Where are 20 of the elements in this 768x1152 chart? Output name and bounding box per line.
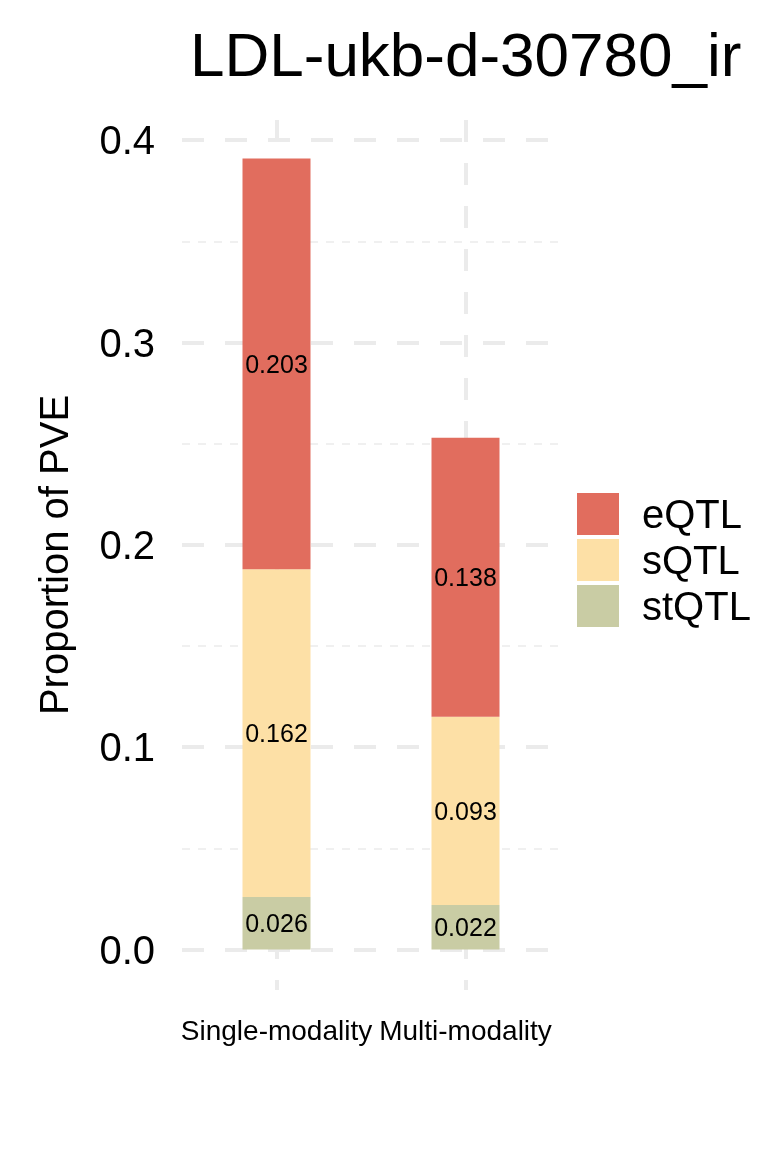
x-tick-label: Single-modality <box>180 1014 373 1046</box>
data-label: 0.093 <box>434 796 497 825</box>
data-label: 0.022 <box>434 913 497 942</box>
data-label: 0.162 <box>245 719 308 748</box>
legend-label: eQTL <box>642 492 743 536</box>
y-tick-label: 0.3 <box>99 320 155 365</box>
x-tick-label: Multi-modality <box>379 1014 552 1046</box>
data-label: 0.203 <box>245 349 308 378</box>
bar <box>431 437 500 717</box>
y-tick-label: 0.1 <box>99 725 155 770</box>
y-tick-label: 0.2 <box>99 522 155 567</box>
data-label: 0.026 <box>245 909 308 938</box>
legend-label: sQTL <box>642 538 740 582</box>
chart-title: LDL-ukb-d-30780_ir <box>190 19 742 89</box>
y-tick-label: 0.4 <box>99 118 155 163</box>
bar <box>431 716 500 906</box>
legend-label: stQTL <box>642 584 751 628</box>
y-tick-label: 0.0 <box>99 927 155 972</box>
y-axis-title: Proportion of PVE <box>32 394 76 716</box>
data-label: 0.138 <box>434 563 497 592</box>
